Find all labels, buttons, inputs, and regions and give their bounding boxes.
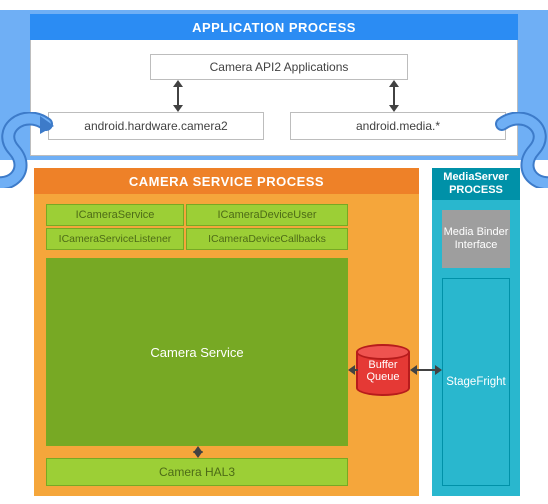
icamera-device-callbacks: ICameraDeviceCallbacks bbox=[186, 228, 348, 250]
icamera-device-user-label: ICameraDeviceUser bbox=[217, 209, 316, 221]
icamera-device-callbacks-label: ICameraDeviceCallbacks bbox=[208, 233, 326, 245]
media-star-label: android.media.* bbox=[356, 119, 440, 133]
csp-header: CAMERA SERVICE PROCESS bbox=[34, 168, 419, 194]
media-binder-label: Media Binder Interface bbox=[442, 226, 510, 252]
arrow-cs-to-buf bbox=[348, 364, 358, 376]
stagefright: StageFright bbox=[442, 278, 510, 486]
stagefright-label: StageFright bbox=[446, 376, 505, 388]
hw-camera2-label: android.hardware.camera2 bbox=[84, 119, 227, 133]
msp-header: MediaServer PROCESS bbox=[432, 168, 520, 200]
camera-api2-apps: Camera API2 Applications bbox=[150, 54, 408, 80]
hw-camera2: android.hardware.camera2 bbox=[48, 112, 264, 140]
csp-title: CAMERA SERVICE PROCESS bbox=[129, 174, 324, 189]
arrow-api2-to-hw bbox=[172, 80, 184, 112]
app-process-header: APPLICATION PROCESS bbox=[30, 14, 518, 40]
arrow-cs-to-hal3 bbox=[192, 446, 204, 458]
camera-api2-apps-label: Camera API2 Applications bbox=[210, 60, 349, 74]
camera-hal3: Camera HAL3 bbox=[46, 458, 348, 486]
icamera-service: ICameraService bbox=[46, 204, 184, 226]
icamera-service-label: ICameraService bbox=[76, 209, 155, 221]
arrow-buf-to-sf bbox=[410, 364, 442, 376]
diagram-canvas: APPLICATION PROCESS Camera API2 Applicat… bbox=[0, 0, 548, 504]
arrow-api2-to-media bbox=[388, 80, 400, 112]
camera-hal3-label: Camera HAL3 bbox=[159, 465, 235, 479]
icamera-service-listener: ICameraServiceListener bbox=[46, 228, 184, 250]
camera-service-label: Camera Service bbox=[150, 345, 243, 360]
app-process-title: APPLICATION PROCESS bbox=[192, 20, 356, 35]
media-star: android.media.* bbox=[290, 112, 506, 140]
buffer-queue-label: Buffer Queue bbox=[356, 359, 410, 383]
buffer-queue-cylinder: Buffer Queue bbox=[356, 344, 410, 396]
icamera-device-user: ICameraDeviceUser bbox=[186, 204, 348, 226]
icamera-service-listener-label: ICameraServiceListener bbox=[59, 233, 172, 245]
msp-title: MediaServer PROCESS bbox=[432, 171, 520, 197]
camera-service: Camera Service bbox=[46, 258, 348, 446]
media-binder: Media Binder Interface bbox=[442, 210, 510, 268]
